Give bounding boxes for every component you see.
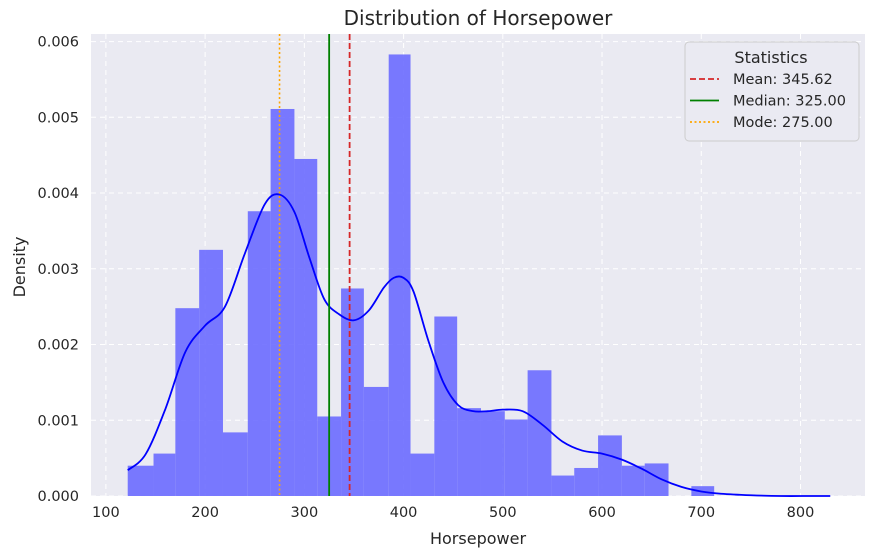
legend-label: Mode: 275.00 xyxy=(733,115,833,131)
histogram-bar xyxy=(434,316,458,496)
chart-title: Distribution of Horsepower xyxy=(344,6,613,30)
histogram-bar xyxy=(175,308,200,496)
histogram-bar xyxy=(480,411,505,496)
legend-title: Statistics xyxy=(734,48,807,67)
y-tick-label: 0.004 xyxy=(37,186,79,202)
legend-label: Mean: 345.62 xyxy=(733,72,833,88)
x-tick-label: 100 xyxy=(92,505,120,521)
legend: Statistics Mean: 345.62 Median: 325.00 Mod… xyxy=(684,41,860,142)
x-tick-label: 700 xyxy=(687,505,715,521)
reference-lines xyxy=(278,34,351,496)
histogram-bar xyxy=(410,453,435,496)
histogram-bar xyxy=(294,158,318,496)
y-tick-labels: 0.000 0.001 0.002 0.003 0.004 0.005 0.006 xyxy=(37,35,79,505)
histogram-bar xyxy=(270,108,295,496)
histogram-bar xyxy=(363,386,389,496)
histogram-bar xyxy=(199,249,223,496)
histogram-bar xyxy=(388,54,411,496)
legend-box xyxy=(684,41,860,142)
histogram-bar xyxy=(222,432,248,496)
histogram-bar xyxy=(574,467,599,496)
legend-entries: Mean: 345.62 Median: 325.00 Mode: 275.00 xyxy=(690,72,846,131)
y-axis-label: Density xyxy=(10,237,29,298)
y-tick-label: 0.001 xyxy=(37,413,79,429)
histogram-bar xyxy=(598,435,622,496)
histogram-bar xyxy=(551,475,575,496)
histogram-bar xyxy=(527,370,552,496)
histogram-bar xyxy=(621,465,645,496)
y-tick-label: 0.006 xyxy=(37,35,79,51)
y-tick-label: 0.002 xyxy=(37,338,79,354)
histogram-bar xyxy=(153,453,176,496)
y-tick-label: 0.000 xyxy=(37,489,79,505)
x-tick-label: 500 xyxy=(489,505,517,521)
y-tick-label: 0.003 xyxy=(37,262,79,278)
histogram-bar xyxy=(504,419,528,496)
x-tick-label: 800 xyxy=(787,505,815,521)
legend-label: Median: 325.00 xyxy=(733,94,846,110)
histogram-bar xyxy=(247,211,271,496)
x-tick-label: 600 xyxy=(588,505,616,521)
x-axis-label: Horsepower xyxy=(430,529,526,548)
kde-curve-layer xyxy=(127,193,831,497)
histogram-bar xyxy=(644,463,669,496)
kde-curve xyxy=(127,193,831,497)
x-tick-label: 400 xyxy=(390,505,418,521)
histogram-bar xyxy=(127,465,154,496)
x-tick-labels: 100 200 300 400 500 600 700 800 xyxy=(92,505,814,521)
histogram-bar xyxy=(341,288,364,496)
x-tick-label: 200 xyxy=(191,505,219,521)
y-tick-label: 0.005 xyxy=(37,110,79,126)
histogram-bars xyxy=(127,54,715,496)
histogram-bar xyxy=(457,408,481,496)
x-tick-label: 300 xyxy=(291,505,319,521)
